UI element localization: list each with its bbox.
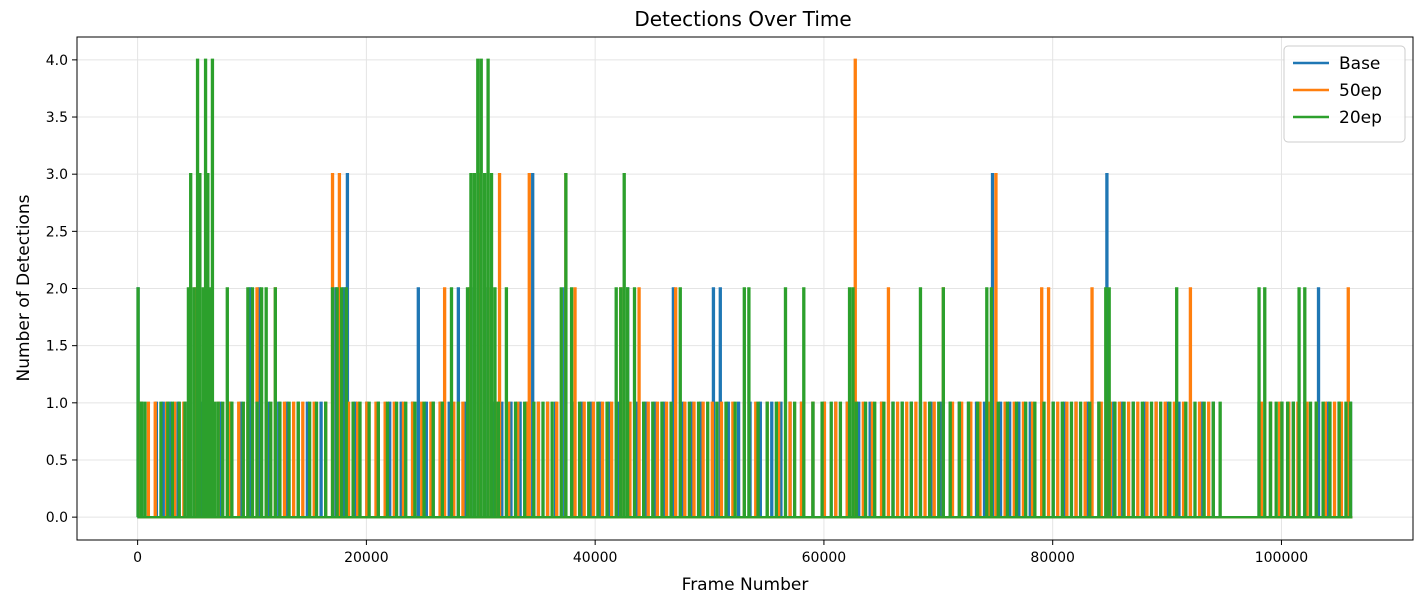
y-tick-label: 4.0	[46, 53, 68, 69]
y-axis-label: Number of Detections	[14, 194, 34, 381]
x-axis-label: Frame Number	[682, 575, 809, 595]
y-tick-label: 2.5	[46, 224, 68, 240]
y-tick-label: 1.0	[46, 396, 68, 412]
x-axis-ticks: 0 20000 40000 60000 80000 100000	[133, 540, 1308, 566]
x-tick-label: 0	[133, 550, 142, 566]
y-tick-label: 1.5	[46, 339, 68, 355]
series-layer	[136, 58, 1353, 519]
series-line-20ep	[136, 58, 1353, 519]
y-tick-label: 0.0	[46, 510, 68, 526]
x-tick-label: 80000	[1030, 550, 1075, 566]
x-tick-label: 100000	[1255, 550, 1308, 566]
y-tick-label: 0.5	[46, 453, 68, 469]
y-tick-label: 2.0	[46, 282, 68, 298]
x-tick-label: 40000	[573, 550, 618, 566]
y-tick-label: 3.5	[46, 110, 68, 126]
legend: Base 50ep 20ep	[1283, 45, 1406, 143]
legend-label-20ep: 20ep	[1339, 108, 1382, 128]
x-tick-label: 60000	[802, 550, 847, 566]
chart-title: Detections Over Time	[634, 7, 851, 31]
x-tick-label: 20000	[344, 550, 389, 566]
legend-label-50ep: 50ep	[1339, 81, 1382, 101]
legend-label-base: Base	[1339, 54, 1380, 74]
y-axis-ticks: 0.0 0.5 1.0 1.5 2.0 2.5 3.0 3.5 4.0	[46, 53, 77, 526]
series-line-50ep	[137, 58, 1353, 519]
y-tick-label: 3.0	[46, 167, 68, 183]
